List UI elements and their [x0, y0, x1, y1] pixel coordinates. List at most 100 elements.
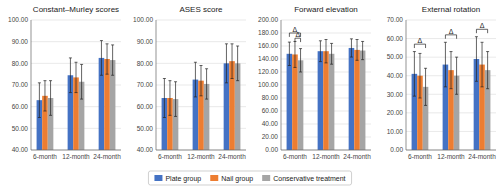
error-bar	[100, 41, 103, 76]
error-bar	[330, 43, 333, 64]
y-tick-label: 40.00	[137, 146, 154, 153]
annotation: Δ	[480, 22, 485, 29]
error-bar	[38, 83, 41, 118]
x-tick-label: 24-month	[468, 153, 496, 160]
panel: ASES score40.0050.0060.0070.0080.0090.00…	[133, 5, 246, 160]
error-bar	[194, 62, 197, 97]
error-bar	[475, 37, 478, 82]
y-axis-line	[31, 20, 32, 150]
y-tick-label: 60.00	[12, 103, 29, 110]
bar	[349, 48, 355, 150]
marks	[162, 44, 241, 150]
y-tick-label: 20.00	[262, 133, 279, 140]
legend: Plate groupNail groupConservative treatm…	[148, 171, 351, 185]
y-tick-label: 200.00	[258, 16, 278, 23]
error-bar	[80, 64, 83, 99]
grid-line	[406, 20, 496, 21]
y-tick-label: 50.00	[137, 125, 154, 132]
error-bar	[450, 52, 453, 89]
panel: Forward elevation0.0020.0040.0060.0080.0…	[258, 5, 371, 160]
x-axis-line	[156, 150, 246, 151]
error-bar	[106, 44, 109, 74]
error-bar	[236, 46, 239, 81]
legend-swatch	[154, 175, 162, 181]
bar	[298, 60, 304, 150]
x-axis-line	[406, 150, 496, 151]
bar	[329, 54, 335, 150]
legend-frame	[148, 171, 351, 185]
figure: Constant–Murley scores 40.00 50.00 60.00 70.…	[0, 0, 500, 188]
legend-swatch	[262, 175, 270, 181]
grid-line	[406, 150, 496, 151]
y-tick-label: 20.00	[387, 109, 404, 116]
x-tick-label: 12-month	[187, 153, 215, 160]
bar	[354, 50, 360, 150]
y-axis-line	[156, 20, 157, 150]
error-bar	[418, 53, 421, 98]
error-bar	[486, 52, 489, 89]
legend-swatch	[210, 175, 218, 181]
error-bar	[111, 45, 114, 75]
bar	[323, 51, 329, 150]
y-tick-label: 80.00	[262, 94, 279, 101]
marks	[287, 39, 366, 150]
annotation: Δ	[295, 31, 300, 38]
y-tick-label: 80.00	[12, 60, 29, 67]
error-bar	[481, 42, 484, 87]
grid-line	[31, 20, 121, 21]
bar	[360, 51, 366, 150]
error-bar	[69, 58, 72, 93]
error-bar	[350, 39, 353, 57]
y-tick-label: 50.00	[12, 125, 29, 132]
panel: External rotation 0.00 10.00 20.00 30.00 40.0…	[387, 5, 496, 160]
y-tick-label: 80.00	[137, 60, 154, 67]
chart-title: Forward elevation	[294, 5, 358, 14]
error-bar	[319, 41, 322, 62]
y-tick-label: 40.00	[262, 120, 279, 127]
x-tick-label: 12-month	[312, 153, 340, 160]
y-tick-label: 180.00	[258, 29, 278, 36]
error-bar	[168, 81, 171, 116]
error-bar	[361, 41, 364, 59]
bar	[318, 51, 324, 150]
y-tick-label: 90.00	[137, 38, 154, 45]
y-tick-label: 0.00	[390, 146, 403, 153]
error-bar	[455, 57, 458, 94]
y-tick-label: 40.00	[387, 72, 404, 79]
error-bar	[424, 68, 427, 105]
grid-line	[31, 150, 121, 151]
error-bar	[444, 42, 447, 87]
bracket	[295, 38, 301, 42]
annotation: Δ	[449, 28, 454, 35]
error-bar	[299, 49, 302, 72]
error-bar	[225, 44, 228, 83]
grid-line	[31, 41, 121, 42]
x-axis-line	[31, 150, 121, 151]
chart-title: Constant–Murley scores	[33, 5, 119, 14]
bracket	[476, 29, 487, 33]
annotation: Δ	[418, 37, 423, 44]
y-tick-label: 100.00	[8, 16, 28, 23]
chart-title: External rotation	[422, 5, 480, 14]
y-tick-label: 90.00	[12, 38, 29, 45]
y-tick-label: 70.00	[12, 81, 29, 88]
legend-label: Conservative treatment	[273, 175, 345, 182]
y-tick-label: 120.00	[258, 68, 278, 75]
y-tick-label: 30.00	[387, 91, 404, 98]
bracket	[414, 44, 425, 48]
marks	[412, 37, 491, 150]
error-bar	[205, 69, 208, 99]
error-bar	[231, 44, 234, 79]
y-tick-label: 60.00	[137, 103, 154, 110]
error-bar	[293, 41, 296, 67]
grid-line	[156, 20, 246, 21]
grid-line	[156, 150, 246, 151]
error-bar	[288, 42, 291, 65]
legend-label: Nail group	[221, 175, 253, 183]
x-tick-label: 6-month	[408, 153, 432, 160]
y-tick-label: 60.00	[387, 35, 404, 42]
panel: Constant–Murley scores40.0050.0060.0070.…	[8, 5, 121, 160]
y-tick-label: 10.00	[387, 128, 404, 135]
bracket	[445, 35, 456, 39]
bar	[292, 54, 298, 150]
